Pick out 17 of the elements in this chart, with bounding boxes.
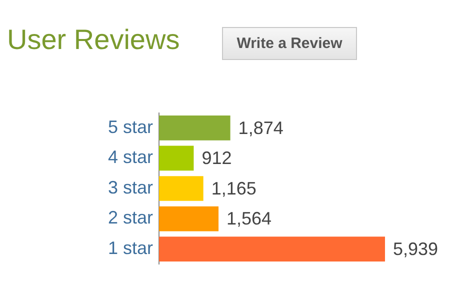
y-tick-label: 5 star bbox=[108, 116, 153, 137]
bar bbox=[159, 236, 385, 262]
data-label: 1,874 bbox=[238, 118, 284, 138]
write-review-button: Write a Review bbox=[222, 27, 357, 60]
data-label: 5,939 bbox=[393, 239, 438, 260]
bar bbox=[159, 116, 230, 140]
data-label: 912 bbox=[202, 148, 232, 168]
y-tick-label: 4 star bbox=[108, 147, 153, 168]
y-tick-label: 3 star bbox=[108, 177, 153, 198]
bar bbox=[159, 206, 219, 232]
bar bbox=[159, 146, 194, 171]
chart-title: User Reviews bbox=[7, 24, 180, 56]
bar bbox=[159, 176, 204, 201]
y-tick-label: 1 star bbox=[108, 238, 153, 258]
data-label: 1,564 bbox=[226, 208, 272, 229]
y-tick-label: 2 star bbox=[108, 208, 153, 228]
data-label: 1,165 bbox=[211, 178, 256, 198]
